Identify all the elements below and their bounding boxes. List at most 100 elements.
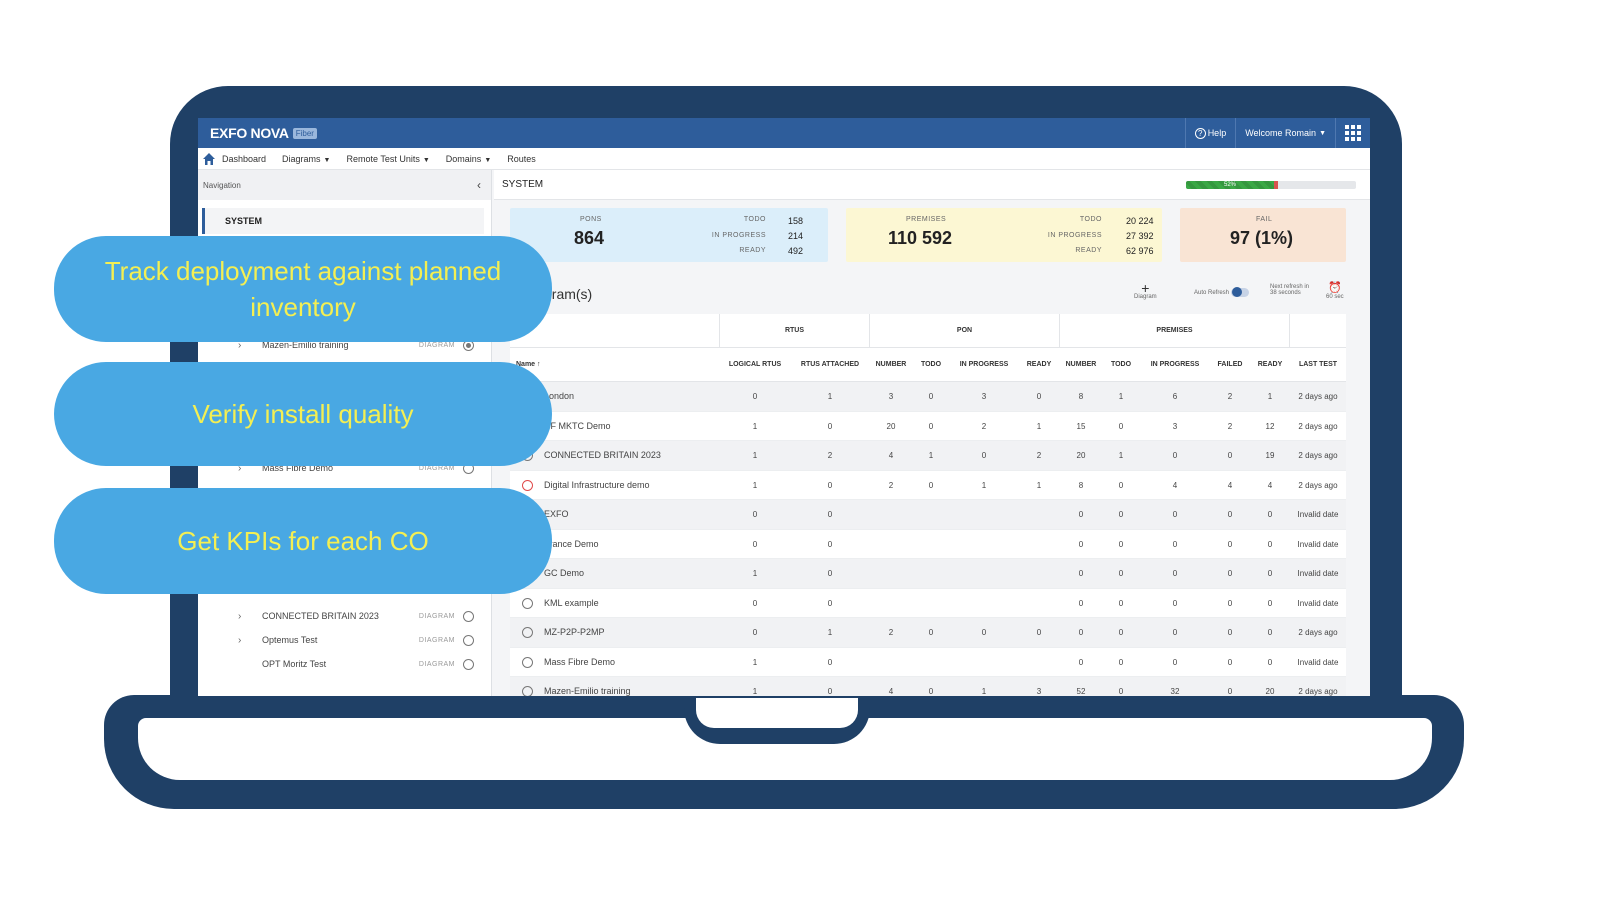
radio-icon[interactable] [522, 597, 533, 609]
row-name[interactable]: EXFO [544, 509, 569, 519]
collapse-sidebar-icon[interactable]: ‹ [477, 178, 481, 192]
kpi-label: PONS [580, 216, 602, 223]
menu-domains[interactable]: Domains ▼ [446, 154, 491, 164]
radio-icon[interactable] [463, 658, 474, 670]
kpi-ready-label: READY [739, 247, 766, 254]
chevron-down-icon: ▼ [323, 156, 331, 164]
chevron-right-icon[interactable]: › [238, 610, 242, 622]
row-cell: 0 [1118, 657, 1124, 667]
sidebar-item-type: DIAGRAM [418, 612, 455, 620]
row-name[interactable]: CONNECTED BRITAIN 2023 [544, 450, 661, 460]
row-cell [950, 648, 1018, 677]
row-cell [950, 530, 1018, 559]
sidebar-item-label: OPT Moritz Test [262, 659, 327, 669]
row-cell: 0 [1267, 657, 1273, 667]
row-cell [870, 530, 912, 559]
auto-refresh-toggle[interactable] [1230, 287, 1249, 297]
laptop-notch [696, 698, 858, 728]
menu-routes[interactable]: Routes [507, 153, 536, 164]
menu-dashboard[interactable]: Dashboard [222, 153, 267, 164]
sidebar-item-optemus[interactable]: › Optemus Test DIAGRAM [198, 628, 488, 652]
radio-icon[interactable] [522, 686, 533, 696]
row-name[interactable]: KML example [544, 597, 599, 608]
next-refresh-value: 38 seconds [1270, 290, 1301, 296]
progress-fail-marker [1274, 181, 1278, 189]
column-header: NUMBER [875, 361, 907, 368]
add-diagram-button[interactable]: + Diagram [1134, 281, 1157, 300]
row-cell: 0 [1078, 569, 1084, 578]
table-row[interactable]: London 0 1 3 0 3 0 8 1 6 2 1 2 days ago [510, 382, 1346, 412]
next-refresh-label: Next refresh in [1270, 284, 1310, 290]
row-name[interactable]: France Demo [544, 538, 599, 549]
table-row[interactable]: Mass Fibre Demo 1 0 0 0 0 0 0 Invalid date [510, 648, 1346, 677]
radio-icon[interactable] [522, 627, 533, 638]
home-icon[interactable] [202, 152, 216, 166]
table-row[interactable]: France Demo 0 0 0 0 0 0 0 Invalid date [510, 530, 1346, 559]
sidebar-item-connected-britain[interactable]: › CONNECTED BRITAIN 2023 DIAGRAM [198, 604, 488, 628]
table-row[interactable]: MZ-P2P-P2MP 0 1 2 0 0 0 0 0 0 0 0 2 days ago [510, 618, 1346, 648]
row-name[interactable]: CF MKTC Demo [544, 420, 611, 431]
kpi-progress-label: IN PROGRESS [1047, 232, 1102, 239]
table-row[interactable]: KML example 0 0 0 0 0 0 0 Invalid date [510, 589, 1346, 618]
row-cell: 0 [1118, 539, 1124, 549]
row-cell: 8 [1078, 392, 1084, 401]
row-cell: 0 [1227, 539, 1233, 549]
row-cell [950, 500, 1018, 529]
radio-icon[interactable] [463, 610, 474, 622]
row-cell: Invalid date [1297, 569, 1339, 578]
auto-refresh-control[interactable]: Auto Refresh [1194, 287, 1249, 297]
row-cell: 1 [752, 687, 758, 696]
progress-fill: 52% [1186, 181, 1274, 189]
table-row[interactable]: CF MKTC Demo 1 0 20 0 2 1 15 0 3 2 12 2 days ago [510, 412, 1346, 441]
row-cell: 52 [1076, 687, 1086, 696]
main-menu: Dashboard Diagrams ▼ Remote Test Units ▼ D… [198, 148, 1370, 170]
table-row[interactable]: Digital Infrastructure demo 1 0 2 0 1 1 8 0 4 4 4 2 … [510, 471, 1346, 500]
menu-diagrams-label: Diagrams [282, 153, 321, 164]
table-header: Name ↑ LOGICAL RTUS RTUS ATTACHED NUMBER TOD… [510, 348, 1346, 382]
chevron-right-icon[interactable]: › [238, 462, 242, 474]
help-button[interactable]: ? Help [1184, 118, 1236, 148]
diagrams-title: gram(s) [544, 286, 593, 302]
column-header: LOGICAL RTUS [728, 361, 782, 368]
row-cell: 0 [981, 451, 987, 460]
user-menu[interactable]: Welcome Romain ▼ [1235, 118, 1335, 148]
menu-remote-test-units[interactable]: Remote Test Units ▼ [346, 154, 429, 164]
row-cell: 0 [1118, 569, 1124, 578]
row-cell: 1 [1036, 421, 1042, 431]
row-name[interactable]: MZ-P2P-P2MP [544, 627, 605, 637]
row-name[interactable]: London [544, 391, 575, 401]
row-cell: Invalid date [1297, 510, 1339, 519]
kpi-ready-label: READY [1075, 247, 1102, 254]
table-row[interactable]: EXFO 0 0 0 0 0 0 0 Invalid date [510, 500, 1346, 530]
row-cell: 0 [1036, 628, 1042, 637]
table-row[interactable]: GC Demo 1 0 0 0 0 0 0 Invalid date [510, 559, 1346, 589]
row-cell: 0 [827, 480, 833, 490]
sidebar-item-opt-moritz[interactable]: OPT Moritz Test DIAGRAM [198, 652, 488, 676]
row-cell: 0 [1227, 598, 1233, 608]
table-row[interactable]: CONNECTED BRITAIN 2023 1 2 4 1 0 2 20 1 0 0 19 2 day… [510, 441, 1346, 471]
row-name[interactable]: Digital Infrastructure demo [544, 479, 650, 490]
row-cell [912, 530, 950, 559]
menu-domains-label: Domains [445, 153, 482, 164]
row-cell: 0 [1227, 657, 1233, 667]
kpi-value: 864 [574, 228, 605, 248]
row-cell: 0 [1267, 569, 1273, 578]
row-cell: 0 [827, 421, 833, 431]
chevron-right-icon[interactable]: › [238, 634, 242, 646]
fail-status-icon[interactable] [522, 479, 533, 491]
radio-icon[interactable] [463, 634, 474, 646]
column-header[interactable]: Name ↑ [516, 361, 541, 368]
auto-refresh-label: Auto Refresh [1194, 290, 1230, 297]
chevron-right-icon[interactable]: › [238, 339, 242, 351]
table-row[interactable]: Mazen-Emilio training 1 0 4 0 1 3 52 0 32 0 20 2 day… [510, 677, 1346, 696]
menu-diagrams[interactable]: Diagrams ▼ [282, 154, 330, 164]
row-name[interactable]: Mazen-Emilio training [544, 686, 631, 696]
row-name[interactable]: GC Demo [544, 568, 585, 578]
radio-icon[interactable] [522, 656, 533, 668]
refresh-interval-button[interactable]: ⏰ 60 sec [1326, 282, 1344, 300]
column-header: TODO [920, 361, 942, 368]
sidebar-item-system[interactable]: SYSTEM [202, 208, 484, 234]
apps-button[interactable] [1335, 118, 1370, 148]
row-cell: 0 [827, 539, 833, 549]
row-name[interactable]: Mass Fibre Demo [544, 656, 616, 667]
